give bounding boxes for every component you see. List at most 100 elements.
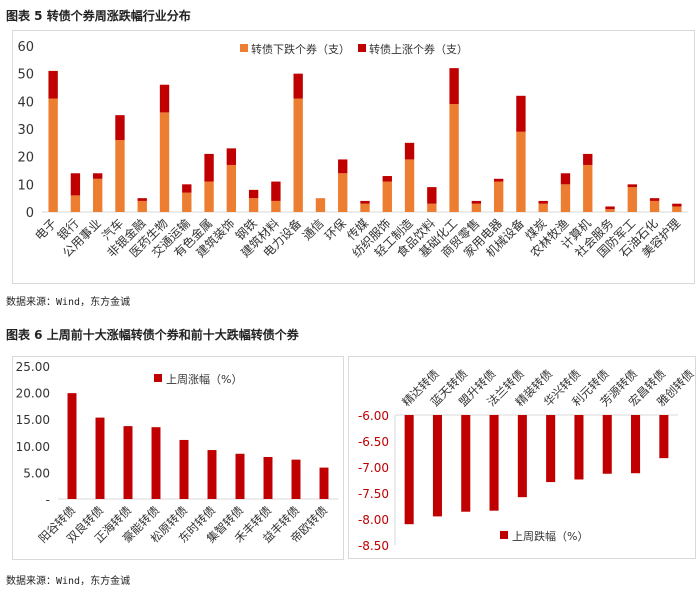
bar-down-segment	[93, 178, 103, 212]
bar-up-segment	[493, 178, 504, 182]
legend-swatch	[500, 531, 508, 539]
bar	[404, 415, 414, 525]
y-tick-label: 10.00	[16, 440, 50, 454]
y-tick-label: 30	[17, 123, 34, 138]
legend-label: 转债下跌个券（支）	[251, 42, 350, 56]
bar-up-segment	[338, 159, 348, 174]
bar-up-segment	[427, 187, 437, 204]
chart-frame	[348, 356, 696, 559]
bar	[574, 415, 584, 480]
bar-up-segment	[516, 95, 526, 132]
bar-down-segment	[315, 198, 326, 212]
bar-up-segment	[471, 200, 482, 204]
y-tick-label: 50	[17, 68, 34, 83]
y-tick-label: -6.00	[358, 409, 389, 423]
bar-down-segment	[560, 184, 571, 212]
bar-down-segment	[159, 112, 170, 212]
bar-up-segment	[360, 200, 370, 204]
bar-up-segment	[538, 200, 548, 204]
y-tick-label: -	[46, 493, 50, 507]
bar-up-segment	[672, 203, 682, 207]
y-tick-label: -7.00	[358, 461, 389, 475]
bar	[207, 450, 217, 499]
bar	[546, 415, 556, 483]
bar	[432, 415, 442, 517]
bar-down-segment	[382, 181, 392, 212]
y-tick-label: 0	[26, 206, 34, 221]
y-tick-label: 5.00	[23, 466, 50, 480]
bar-up-segment	[204, 153, 214, 182]
y-tick-label: -8.50	[358, 539, 389, 553]
bar-up-segment	[248, 189, 259, 199]
bar	[602, 415, 612, 474]
bar	[291, 459, 301, 499]
bar-down-segment	[70, 195, 81, 212]
bar-down-segment	[404, 159, 415, 212]
bar-down-segment	[248, 198, 259, 212]
bar	[123, 426, 133, 499]
bar-up-segment	[293, 73, 303, 99]
bar-down-segment	[182, 192, 192, 212]
figure5-title: 图表 5 转债个券周涨跌幅行业分布	[6, 9, 191, 23]
legend-swatch	[240, 44, 248, 52]
bar	[67, 393, 77, 499]
figure6-title: 图表 6 上周前十大涨幅转债个券和前十大跌幅转债个券	[6, 328, 299, 342]
bar-up-segment	[182, 184, 192, 193]
y-tick-label: 15.00	[16, 413, 50, 427]
bar	[263, 456, 273, 499]
bar-down-segment	[672, 206, 682, 212]
legend-swatch	[358, 44, 366, 52]
y-tick-label: 20	[17, 151, 34, 166]
legend-label: 上周涨幅（%）	[166, 373, 242, 386]
bar-up-segment	[48, 70, 58, 99]
bar-up-segment	[70, 173, 81, 196]
bar-up-segment	[137, 198, 147, 201]
bar-down-segment	[605, 209, 615, 212]
bar-down-segment	[516, 131, 526, 212]
figure6-source: 数据来源：Wind，东方金诚	[6, 576, 131, 587]
bar-down-segment	[538, 203, 548, 212]
bar-up-segment	[449, 68, 459, 105]
bar-up-segment	[93, 173, 103, 179]
bar	[489, 415, 499, 511]
bar-up-segment	[605, 206, 615, 210]
bar-down-segment	[649, 200, 660, 212]
bar-up-segment	[627, 184, 637, 188]
y-tick-label: -7.50	[358, 487, 389, 501]
bar-up-segment	[115, 115, 125, 141]
bar-down-segment	[226, 164, 237, 212]
bar	[319, 467, 329, 499]
top-losers-bar-chart: -6.00-6.50-7.00-7.50-8.00-8.50精达转债蓝天转债盟升…	[348, 356, 696, 559]
bar	[631, 415, 641, 474]
bar	[659, 415, 669, 459]
bar-up-segment	[382, 176, 392, 182]
industry-stacked-bar-chart: 0102030405060电子银行公用事业汽车非银金融医药生物交通运输有色金属建…	[12, 30, 695, 284]
legend-swatch	[154, 374, 162, 382]
bar-down-segment	[338, 173, 348, 212]
x-tick-label: 环保	[322, 216, 349, 243]
bar-down-segment	[137, 200, 147, 212]
bar-down-segment	[471, 203, 482, 212]
bar-up-segment	[560, 173, 571, 185]
x-tick-label: 通信	[300, 216, 327, 243]
bar-up-segment	[649, 198, 660, 201]
bar-up-segment	[159, 84, 170, 113]
y-tick-label: 25.00	[16, 360, 50, 374]
y-tick-label: 40	[17, 95, 34, 110]
bar-down-segment	[627, 187, 637, 212]
bar	[95, 417, 105, 499]
bar-up-segment	[226, 148, 237, 165]
bar	[151, 427, 161, 499]
legend-label: 上周跌幅（%）	[512, 529, 588, 543]
bar-down-segment	[427, 203, 437, 212]
y-tick-label: 10	[17, 178, 34, 193]
bar-down-segment	[271, 200, 281, 212]
chart-frame	[12, 30, 695, 284]
chart-frame	[12, 356, 344, 560]
bar-down-segment	[293, 98, 303, 212]
x-tick-label: 电子	[32, 216, 59, 243]
bar	[517, 415, 527, 498]
top-gainers-bar-chart: -5.0010.0015.0020.0025.00阳谷转债双良转债正海转债豪能转…	[12, 356, 344, 560]
figure5-source: 数据来源：Wind，东方金诚	[6, 297, 131, 308]
bar	[179, 439, 189, 499]
